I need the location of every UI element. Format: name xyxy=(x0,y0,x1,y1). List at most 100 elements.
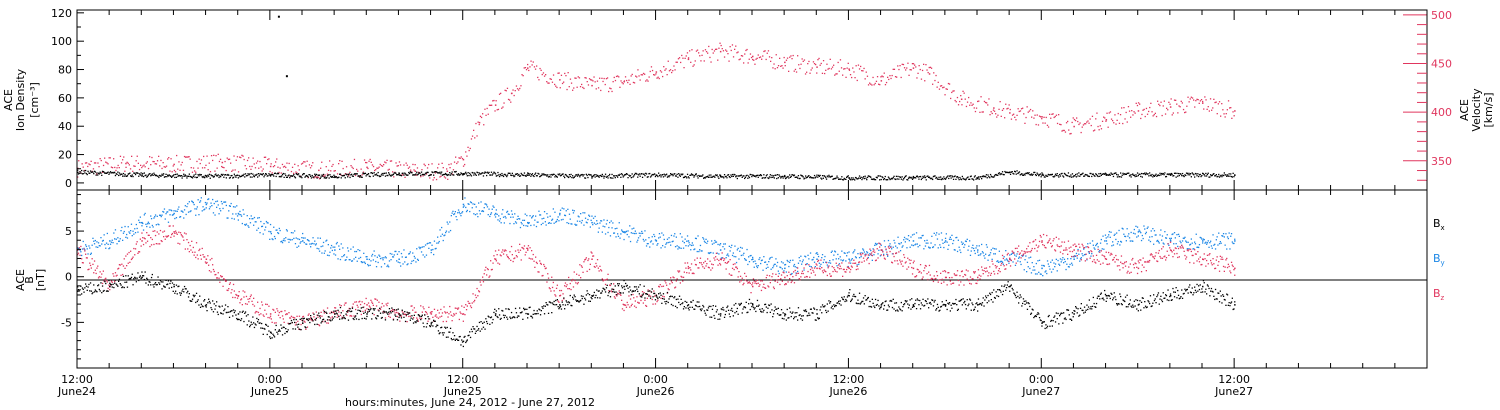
data-point xyxy=(270,318,272,320)
data-point xyxy=(1095,173,1097,175)
data-point xyxy=(670,234,673,237)
data-point xyxy=(657,243,659,245)
data-point xyxy=(1226,109,1228,111)
data-point xyxy=(964,244,966,246)
data-point xyxy=(756,174,759,176)
data-point xyxy=(498,93,501,95)
data-point xyxy=(1182,108,1185,111)
data-point xyxy=(1217,103,1219,105)
data-point xyxy=(742,284,744,286)
data-point xyxy=(729,259,731,261)
data-point xyxy=(131,155,133,157)
data-point xyxy=(519,243,521,245)
data-point xyxy=(1131,110,1133,112)
data-point xyxy=(443,176,446,178)
data-point xyxy=(863,251,865,253)
data-point xyxy=(797,272,800,274)
data-point xyxy=(996,116,998,118)
data-point xyxy=(209,259,211,261)
data-point xyxy=(392,308,394,311)
data-point xyxy=(979,254,981,256)
data-point xyxy=(847,175,849,177)
data-point xyxy=(1206,108,1208,110)
data-point xyxy=(1027,266,1029,268)
data-point xyxy=(148,234,150,236)
data-point xyxy=(687,58,690,61)
data-point xyxy=(316,177,318,179)
data-point xyxy=(562,293,564,295)
data-point xyxy=(100,276,102,278)
data-point xyxy=(1150,230,1152,232)
data-point xyxy=(84,172,86,174)
data-point xyxy=(148,222,150,225)
data-point xyxy=(1093,174,1095,177)
data-point xyxy=(647,289,649,291)
data-point xyxy=(622,176,624,178)
data-point xyxy=(934,79,936,82)
data-point xyxy=(237,219,239,221)
data-point xyxy=(359,300,361,302)
data-point xyxy=(858,68,861,70)
data-point xyxy=(304,161,306,163)
data-point xyxy=(1136,226,1139,228)
data-point xyxy=(416,167,419,169)
data-point xyxy=(320,311,322,313)
data-point xyxy=(673,277,675,279)
data-point xyxy=(923,63,925,65)
data-point xyxy=(261,174,264,176)
data-point xyxy=(478,202,480,204)
data-point xyxy=(1071,264,1074,266)
data-point xyxy=(540,69,542,71)
data-point xyxy=(881,75,883,77)
data-point xyxy=(1141,176,1143,178)
data-point xyxy=(1038,259,1041,261)
data-point xyxy=(1149,174,1152,176)
data-point xyxy=(278,171,280,174)
data-point xyxy=(919,237,922,239)
data-point xyxy=(166,211,168,213)
data-point xyxy=(242,175,244,177)
data-point xyxy=(908,240,910,242)
data-point xyxy=(1086,174,1088,176)
data-point xyxy=(475,122,477,125)
data-point xyxy=(190,210,192,212)
data-point xyxy=(957,104,960,106)
data-point xyxy=(1160,101,1162,103)
data-point xyxy=(846,252,849,254)
data-point xyxy=(662,234,665,236)
data-point xyxy=(413,255,415,258)
data-point xyxy=(1154,112,1156,114)
data-point xyxy=(400,315,402,317)
data-point xyxy=(442,167,444,169)
data-point xyxy=(337,258,339,260)
data-point xyxy=(705,51,708,53)
data-point xyxy=(342,175,344,177)
data-point xyxy=(766,274,768,276)
data-point xyxy=(204,208,206,210)
data-point xyxy=(944,237,947,239)
data-point xyxy=(976,245,978,247)
data-point xyxy=(567,176,569,178)
data-point xyxy=(504,173,506,176)
data-point xyxy=(1080,257,1082,259)
data-point xyxy=(537,221,539,223)
data-point xyxy=(1116,176,1119,178)
data-point xyxy=(519,175,522,177)
data-point xyxy=(331,316,333,318)
data-point xyxy=(567,288,569,290)
data-point xyxy=(1130,231,1132,234)
data-point xyxy=(881,176,883,178)
data-point xyxy=(719,174,722,176)
data-point xyxy=(286,162,288,164)
data-point xyxy=(449,311,452,313)
data-point xyxy=(384,263,386,265)
data-point xyxy=(129,172,131,174)
data-point xyxy=(318,250,321,252)
data-point xyxy=(286,230,288,232)
data-point xyxy=(207,174,209,176)
data-point xyxy=(467,203,469,205)
density-tick-label: 120 xyxy=(51,7,72,20)
data-point xyxy=(1002,173,1004,176)
data-point xyxy=(752,256,754,259)
data-point xyxy=(790,273,792,275)
